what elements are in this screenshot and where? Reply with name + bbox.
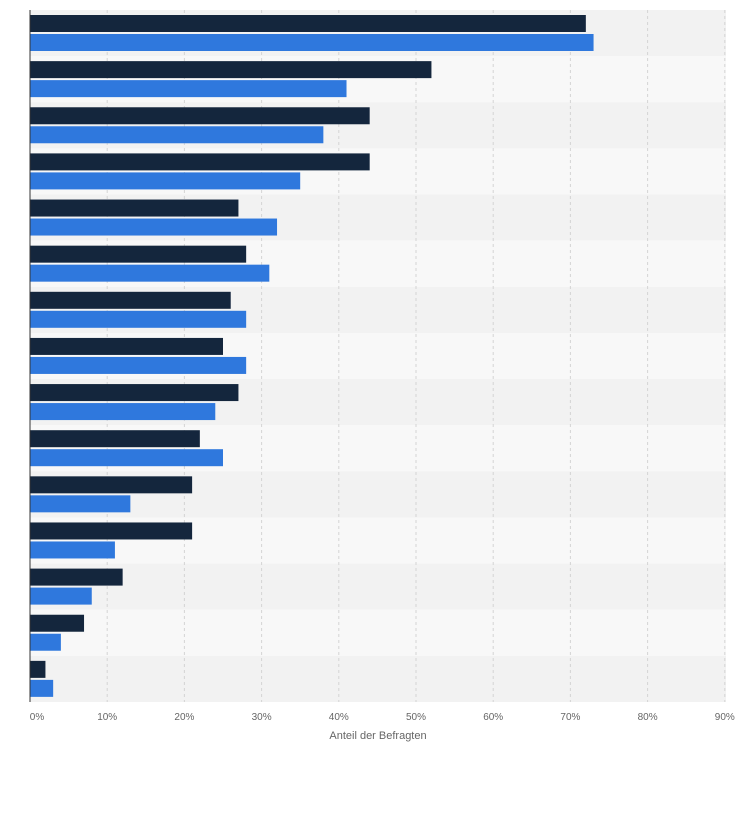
bar-series-2	[30, 403, 216, 421]
bar-series-2	[30, 495, 131, 513]
bar-series-1	[30, 245, 247, 263]
bar-series-1	[30, 15, 586, 32]
bar-series-2	[30, 34, 594, 51]
bar-series-1	[30, 476, 193, 494]
x-tick-label: 70%	[560, 712, 580, 723]
bar-series-1	[30, 522, 193, 540]
row-bands	[30, 10, 726, 702]
row-band	[30, 655, 726, 702]
x-tick-label: 50%	[406, 712, 426, 723]
bar-series-2	[30, 541, 115, 559]
x-tick-label: 80%	[638, 712, 658, 723]
bar-series-2	[30, 587, 92, 605]
bars	[30, 15, 594, 697]
bar-series-1	[30, 660, 46, 678]
x-axis-title: Anteil der Befragten	[329, 730, 426, 742]
x-tick-label: 20%	[174, 712, 194, 723]
bar-series-2	[30, 172, 301, 190]
bar-series-1	[30, 107, 370, 125]
bar-series-1	[30, 61, 432, 79]
bar-series-2	[30, 264, 270, 282]
bar-series-1	[30, 384, 239, 402]
bar-series-2	[30, 679, 54, 697]
x-tick-label: 40%	[329, 712, 349, 723]
x-tick-label: 90%	[715, 712, 735, 723]
bar-series-1	[30, 291, 231, 309]
bar-series-1	[30, 153, 370, 171]
bar-series-2	[30, 633, 61, 651]
bar-series-2	[30, 126, 324, 144]
row-band	[30, 609, 726, 656]
bar-series-1	[30, 614, 85, 632]
x-tick-label: 0%	[30, 712, 45, 723]
row-band	[30, 563, 726, 610]
x-tick-labels: 0% 10% 20% 30% 40% 50% 60% 70% 80% 90%	[30, 712, 735, 723]
bar-series-1	[30, 337, 223, 355]
x-tick-label: 30%	[252, 712, 272, 723]
bar-series-2	[30, 310, 247, 328]
bar-series-2	[30, 356, 247, 374]
bar-series-2	[30, 449, 223, 467]
bar-series-1	[30, 430, 200, 448]
bar-series-1	[30, 199, 239, 217]
bar-series-2	[30, 80, 347, 98]
bar-series-2	[30, 218, 278, 236]
x-tick-label: 10%	[97, 712, 117, 723]
gridlines	[106, 10, 726, 702]
bar-series-1	[30, 568, 123, 586]
x-tick-label: 60%	[483, 712, 503, 723]
